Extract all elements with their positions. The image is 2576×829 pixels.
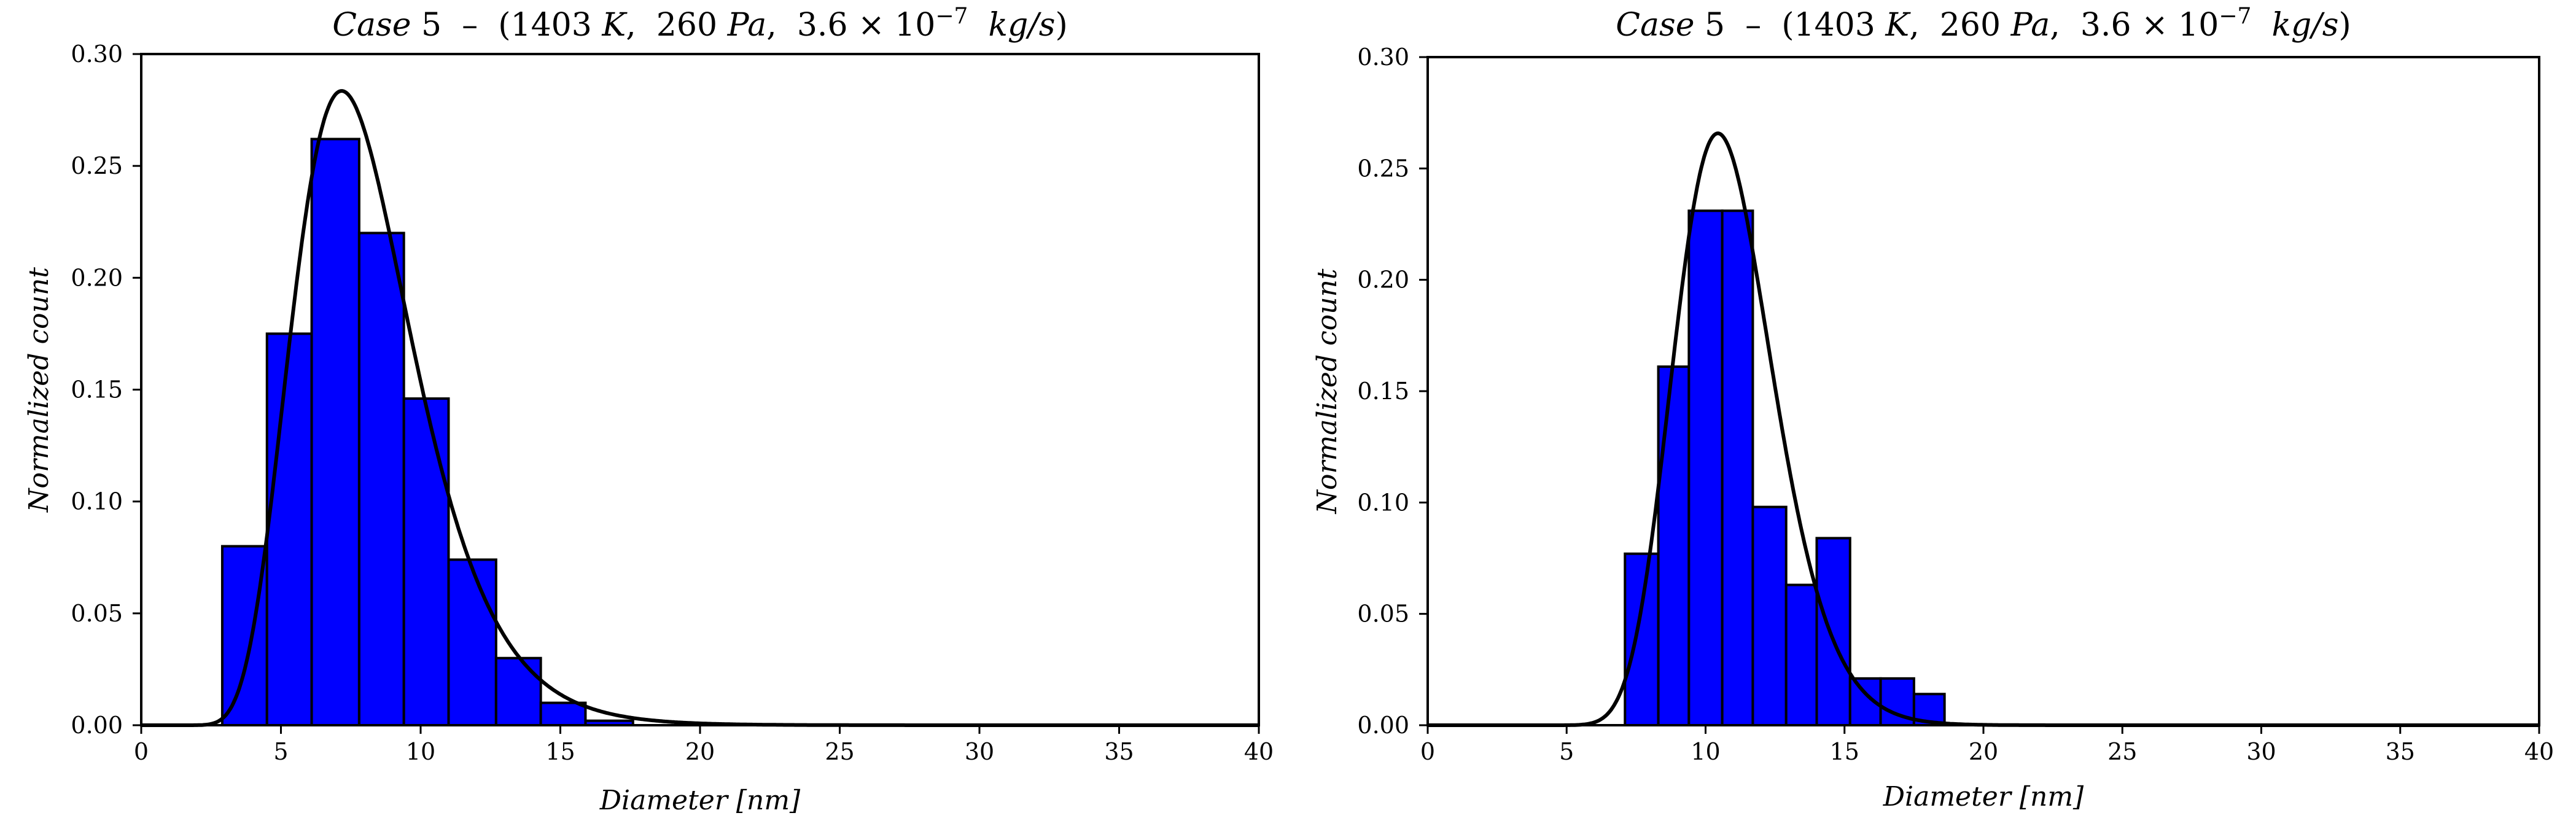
x-tick-label: 10 [1691, 738, 1720, 765]
histogram-bar [220, 545, 268, 726]
x-tick-label: 20 [1969, 738, 1998, 765]
x-tick-label: 25 [825, 738, 854, 765]
fit-curve [1428, 131, 2539, 727]
histogram-bar [539, 701, 587, 726]
y-tick-label: 0.00 [71, 712, 123, 739]
plot-frame [1426, 56, 2540, 726]
y-tick-label: 0.25 [71, 152, 123, 179]
y-tick-label: 0.15 [71, 376, 123, 403]
histogram-bar [1687, 209, 1724, 726]
histogram-bar [1815, 537, 1851, 726]
y-tick-label: 0.05 [1357, 601, 1409, 628]
histogram-bar [494, 656, 542, 726]
x-tick-label: 35 [2386, 738, 2415, 765]
y-tick-label: 0.20 [71, 264, 123, 291]
x-tick-label: 40 [1244, 738, 1274, 765]
y-tick-label: 0.30 [1357, 44, 1409, 71]
x-axis-label: Diameter [nm] [599, 785, 801, 816]
y-tick-label: 0.30 [71, 41, 123, 68]
x-tick-label: 35 [1104, 738, 1134, 765]
x-axis-label: Diameter [nm] [1883, 781, 2084, 812]
x-tick-label: 15 [1830, 738, 1859, 765]
histogram-panel-left: 0 5 10 15 20 25 30 35 40 0.00 0.05 0.10 0.15 0.20 0.25… [23, 4, 1274, 816]
x-tick-label: 5 [273, 738, 288, 765]
histogram-bar [265, 332, 313, 726]
histogram-panel-right: 0 5 10 15 20 25 30 35 40 0.00 0.05 0.10 0.15 0.20 0.25… [1312, 4, 2554, 812]
y-axis-label: Normalized count [23, 267, 55, 513]
histogram-bar [1624, 552, 1660, 726]
histogram-bar [1751, 505, 1788, 726]
x-tick-label: 0 [134, 738, 149, 765]
chart-title: Case 5 – (1403 K, 260 Pa, 3.6 × 10−7 kg/… [1616, 4, 2351, 44]
x-tick-label: 20 [685, 738, 715, 765]
x-tick-label: 30 [2246, 738, 2276, 765]
x-tick-label: 30 [965, 738, 994, 765]
histogram-bar [357, 232, 405, 726]
y-tick-label: 0.10 [1357, 489, 1409, 516]
x-tick-label: 0 [1420, 738, 1435, 765]
y-axis-label: Normalized count [1312, 268, 1343, 514]
x-tick-label: 15 [545, 738, 575, 765]
histogram-bar [447, 558, 497, 726]
histogram-bar [1784, 583, 1818, 727]
histogram-bar [310, 138, 360, 727]
x-tick-label: 10 [406, 738, 435, 765]
y-tick-label: 0.10 [71, 488, 123, 515]
x-tick-label: 25 [2107, 738, 2137, 765]
y-tick-label: 0.20 [1357, 267, 1409, 294]
x-tick-label: 40 [2524, 738, 2554, 765]
chart-title: Case 5 – (1403 K, 260 Pa, 3.6 × 10−7 kg/… [332, 4, 1068, 44]
x-tick-label: 5 [1559, 738, 1574, 765]
histogram-bar [1657, 365, 1691, 726]
histogram-bar [1721, 209, 1754, 726]
y-tick-label: 0.05 [71, 600, 123, 627]
y-tick-label: 0.15 [1357, 378, 1409, 405]
y-tick-label: 0.00 [1357, 712, 1409, 739]
histogram-bar [402, 397, 450, 726]
y-tick-label: 0.25 [1357, 155, 1409, 182]
